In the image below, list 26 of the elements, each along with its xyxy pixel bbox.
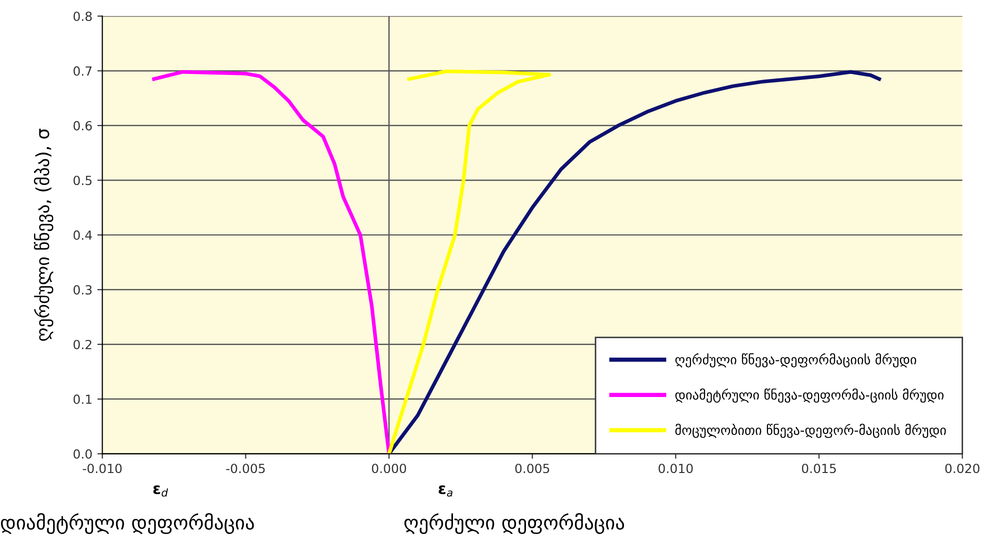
x-tick-label: 0.015 <box>802 464 836 474</box>
x-tick-label: -0.010 <box>82 464 122 474</box>
y-tick-label: 0.4 <box>74 230 92 240</box>
text: ε$_{a}$ <box>438 485 452 497</box>
legend-label: ღერძული წნევა-დეფორმაციის მრუდი <box>675 353 916 368</box>
y-axis-title: ღერძული წნევა, (მპა), σ <box>34 128 54 341</box>
legend-label: დიამეტრული წნევა-დეფორმა-ციის მრუდი <box>675 388 944 403</box>
text: ღერძული დეფორმაცია <box>404 513 624 534</box>
y-tick-label: 0.6 <box>74 120 92 130</box>
y-tick-label: 0.8 <box>74 12 92 22</box>
text: ε$_{d}$ <box>153 485 168 497</box>
y-tick-label: 0.5 <box>74 176 92 186</box>
x-tick-label: 0.020 <box>945 464 980 474</box>
y-tick-label: 0.3 <box>74 285 92 295</box>
line-series <box>387 70 552 454</box>
text: დიამეტრული დეფორმაცია <box>0 513 254 534</box>
line-series <box>152 70 391 454</box>
x-tick-label: -0.005 <box>226 464 265 474</box>
x-tick-label: 0.000 <box>372 464 406 474</box>
y-tick-label: 0.1 <box>74 394 92 404</box>
x-tick-label: 0.005 <box>515 464 550 474</box>
y-tick-label: 0.7 <box>74 66 92 76</box>
legend-label: მოცულობითი წნევა-დეფორ-მაციის მრუდი <box>675 424 946 438</box>
y-tick-label: 0.2 <box>74 340 92 350</box>
x-tick-label: 0.010 <box>658 464 693 474</box>
y-tick-label: 0.0 <box>74 449 92 459</box>
